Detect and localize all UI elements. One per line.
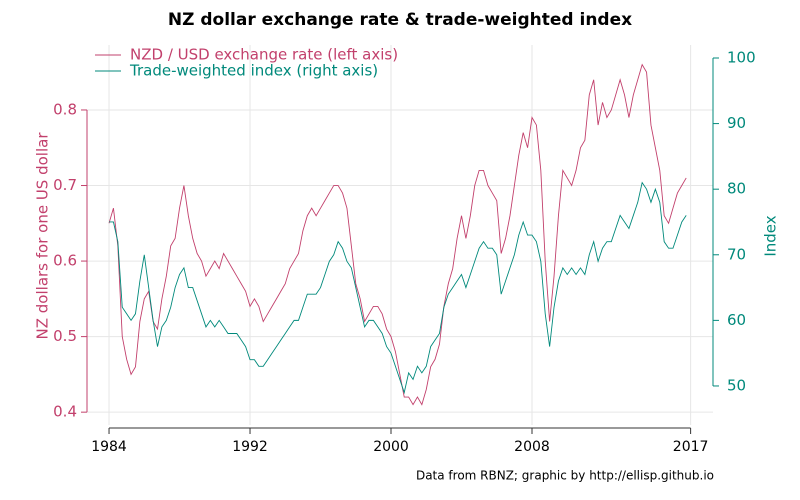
y2-tick-label: 70 bbox=[727, 245, 746, 263]
y2-tick-label: 100 bbox=[727, 48, 756, 66]
y-axis-label: NZ dollars for one US dollar bbox=[34, 132, 52, 340]
x-tick-label: 2008 bbox=[514, 439, 550, 455]
legend-label: Trade-weighted index (right axis) bbox=[129, 62, 378, 80]
x-tick-label: 1984 bbox=[91, 439, 127, 455]
series-line bbox=[108, 63, 687, 406]
y-tick-label: 0.4 bbox=[53, 403, 77, 421]
x-tick-label: 2017 bbox=[673, 439, 709, 455]
y-tick-label: 0.7 bbox=[53, 176, 77, 194]
chart-title: NZ dollar exchange rate & trade-weighted… bbox=[168, 10, 632, 30]
x-tick-label: 2000 bbox=[373, 439, 409, 455]
source-note: Data from RBNZ; graphic by http://ellisp… bbox=[416, 469, 714, 483]
y2-tick-label: 80 bbox=[727, 180, 746, 198]
legend-label: NZD / USD exchange rate (left axis) bbox=[130, 46, 398, 64]
y-tick-label: 0.5 bbox=[53, 327, 77, 345]
y-tick-label: 0.8 bbox=[53, 100, 77, 118]
y2-tick-label: 50 bbox=[727, 376, 746, 394]
y2-tick-label: 60 bbox=[727, 311, 746, 329]
x-tick-label: 1992 bbox=[232, 439, 268, 455]
y-tick-label: 0.6 bbox=[53, 252, 77, 270]
y2-tick-label: 90 bbox=[727, 114, 746, 132]
series-line bbox=[109, 181, 687, 395]
y2-axis-label: Index bbox=[762, 215, 780, 256]
